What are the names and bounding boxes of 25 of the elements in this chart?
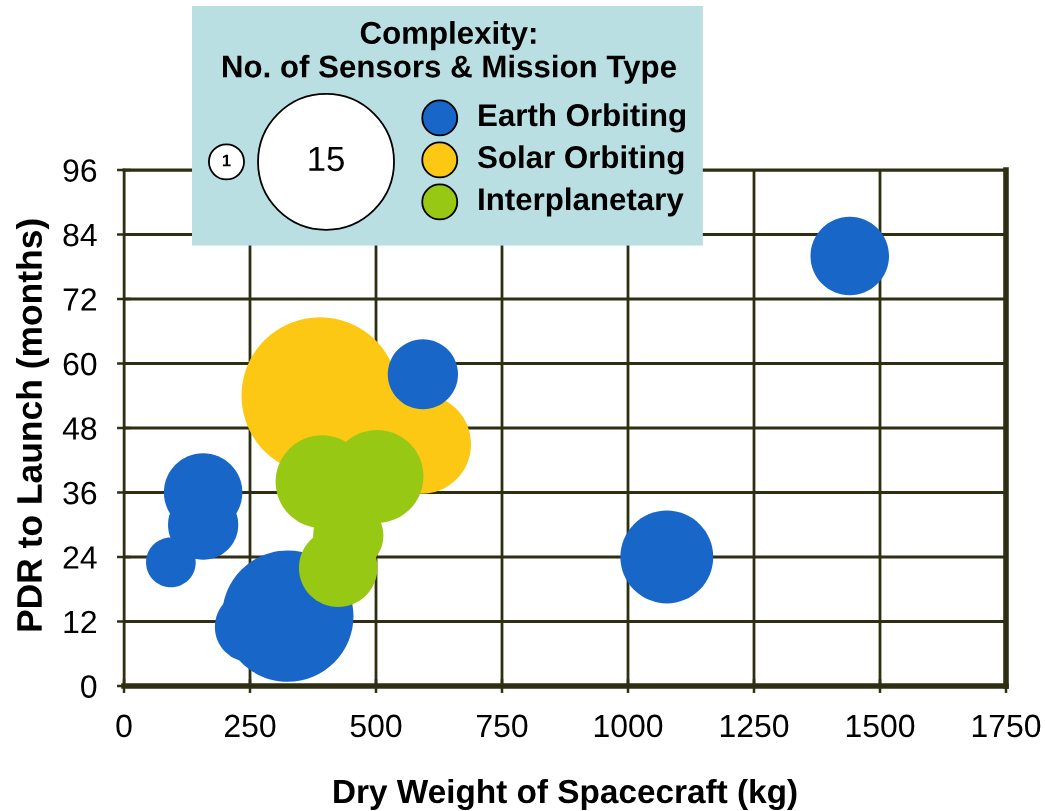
y-tick-label: 36 [63, 481, 97, 505]
legend-title: Complexity: No. of Sensors & Mission Type [223, 21, 676, 84]
legend-label: Interplanetary [479, 187, 684, 217]
x-tick-label: 1250 [720, 714, 789, 738]
legend-label: 15 [309, 146, 344, 172]
y-tick-label: 24 [63, 546, 97, 569]
legend-label: Earth Orbiting [479, 103, 686, 133]
y-tick-label: 84 [63, 223, 97, 247]
x-tick-label: 1000 [594, 714, 663, 738]
y-tick-label: 60 [63, 352, 97, 376]
x-axis-title: Dry Weight of Spacecraft (kg) [334, 778, 797, 811]
y-tick-label: 12 [64, 610, 97, 634]
x-tick-label: 0 [116, 714, 132, 738]
x-tick-label: 750 [476, 714, 528, 738]
x-tick-label: 500 [350, 714, 402, 738]
y-tick-label: 48 [62, 417, 97, 440]
legend-label: 1 [222, 154, 231, 167]
x-tick-label: 1750 [972, 714, 1041, 738]
y-axis-title: PDR to Launch (months) [16, 219, 50, 631]
x-tick-label: 250 [224, 714, 276, 738]
legend-label: Solar Orbiting [477, 145, 684, 175]
y-tick-label: 96 [63, 159, 97, 182]
y-tick-label: 0 [81, 675, 97, 698]
y-tick-label: 72 [63, 288, 97, 311]
x-tick-label: 1500 [846, 714, 915, 738]
